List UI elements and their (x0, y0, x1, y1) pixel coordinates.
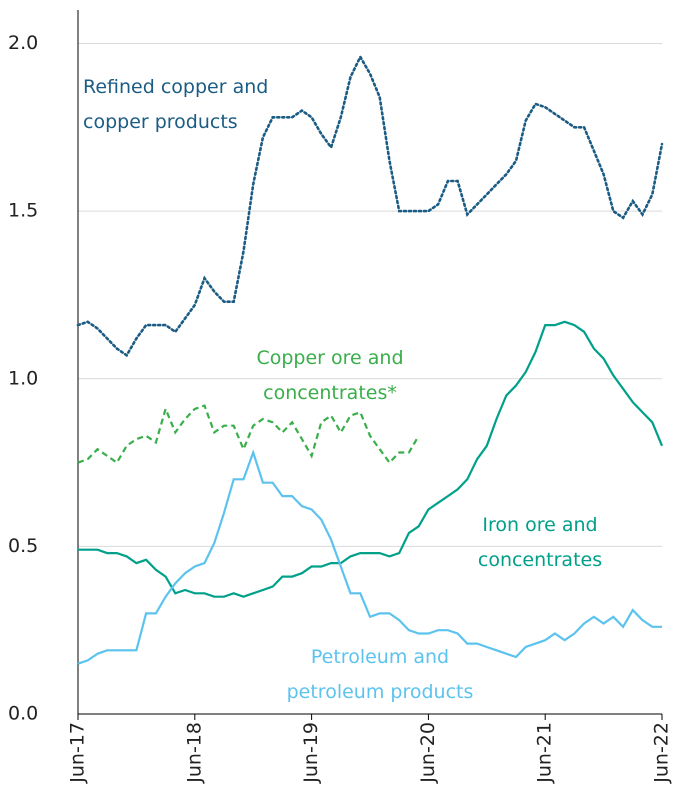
x-tick-label: Jun-22 (651, 722, 673, 784)
series-label: Copper ore and concentrates* (256, 347, 403, 404)
series-line (78, 320, 664, 598)
series-label: Iron ore and concentrates (478, 514, 602, 571)
y-tick-label: 0.0 (8, 703, 38, 725)
series-label-line: concentrates (478, 549, 602, 571)
x-tick-label: Jun-20 (417, 722, 439, 784)
x-tick-label: Jun-21 (534, 722, 556, 784)
series-label-line: Refined copper and (83, 76, 268, 98)
series-line (77, 404, 420, 465)
x-tick-label: Jun-18 (183, 722, 205, 784)
x-tick-label: Jun-19 (300, 722, 322, 784)
series-label-line: concentrates* (263, 382, 397, 404)
series-label: Refined copper and copper products (83, 76, 268, 133)
y-tick-label: 1.5 (8, 200, 38, 222)
y-tick-label: 1.0 (8, 367, 38, 389)
series-label-line: Iron ore and (482, 514, 597, 536)
series-label-line: copper products (83, 111, 238, 133)
series-label-line: Petroleum and (311, 646, 449, 668)
series-line (77, 449, 662, 665)
series-label: Petroleum and petroleum products (287, 646, 474, 703)
series-label-line: petroleum products (287, 681, 474, 703)
y-tick-label: 2.0 (8, 32, 38, 54)
y-tick-label: 0.5 (8, 535, 38, 557)
x-tick-label: Jun-17 (67, 722, 89, 784)
series-label-line: Copper ore and (256, 347, 403, 369)
series-line (76, 54, 664, 358)
